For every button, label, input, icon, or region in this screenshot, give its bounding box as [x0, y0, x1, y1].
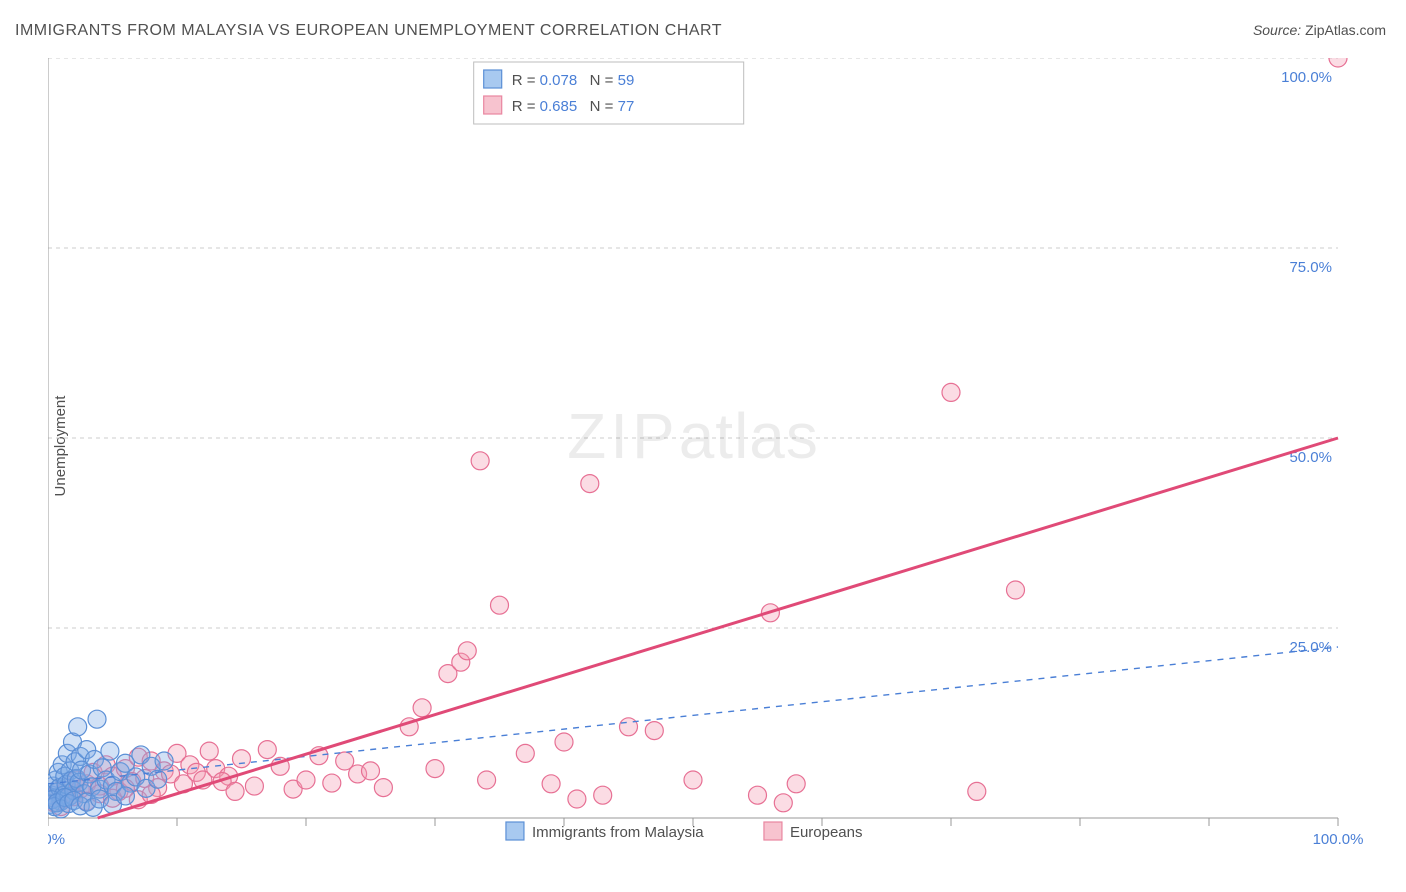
trend-line [48, 647, 1338, 784]
scatter-point-europeans [200, 742, 218, 760]
scatter-point-europeans [226, 782, 244, 800]
scatter-point-malaysia [69, 718, 87, 736]
source-value: ZipAtlas.com [1305, 22, 1386, 38]
y-tick-label: 25.0% [1289, 639, 1332, 656]
legend-swatch [484, 96, 502, 114]
scatter-point-europeans [968, 782, 986, 800]
y-tick-label: 100.0% [1281, 69, 1332, 86]
series-legend-swatch [506, 822, 524, 840]
scatter-point-europeans [645, 722, 663, 740]
legend-stat-row: R = 0.078 N = 59 [512, 72, 635, 89]
scatter-point-europeans [774, 794, 792, 812]
scatter-point-europeans [749, 786, 767, 804]
scatter-point-europeans [323, 774, 341, 792]
scatter-point-europeans [684, 771, 702, 789]
scatter-point-malaysia [88, 710, 106, 728]
scatter-point-malaysia [149, 770, 167, 788]
scatter-point-europeans [568, 790, 586, 808]
series-legend-swatch [764, 822, 782, 840]
y-tick-label: 75.0% [1289, 259, 1332, 276]
x-tick-label: 0.0% [48, 831, 65, 848]
scatter-point-europeans [542, 775, 560, 793]
scatter-point-europeans [491, 596, 509, 614]
scatter-point-europeans [258, 741, 276, 759]
scatter-point-europeans [787, 775, 805, 793]
chart-container: 25.0%50.0%75.0%100.0%0.0%100.0%ZIPatlasR… [48, 58, 1368, 848]
scatter-point-europeans [516, 744, 534, 762]
series-legend-label: Immigrants from Malaysia [532, 824, 704, 841]
scatter-point-europeans [245, 777, 263, 795]
scatter-point-malaysia [116, 787, 134, 805]
legend-stat-row: R = 0.685 N = 77 [512, 98, 635, 115]
scatter-point-europeans [471, 452, 489, 470]
chart-title: IMMIGRANTS FROM MALAYSIA VS EUROPEAN UNE… [15, 22, 722, 40]
scatter-point-malaysia [101, 742, 119, 760]
watermark: ZIPatlas [567, 400, 819, 472]
scatter-point-europeans [233, 750, 251, 768]
series-legend-label: Europeans [790, 824, 863, 841]
scatter-point-europeans [413, 699, 431, 717]
scatter-point-europeans [1007, 581, 1025, 599]
scatter-point-europeans [374, 779, 392, 797]
scatter-chart: 25.0%50.0%75.0%100.0%0.0%100.0%ZIPatlasR… [48, 58, 1368, 848]
legend-swatch [484, 70, 502, 88]
scatter-point-europeans [1329, 58, 1347, 67]
scatter-point-europeans [458, 642, 476, 660]
scatter-point-malaysia [155, 752, 173, 770]
scatter-point-europeans [594, 786, 612, 804]
scatter-point-europeans [555, 733, 573, 751]
scatter-point-europeans [297, 771, 315, 789]
source-label: Source: [1253, 22, 1301, 38]
scatter-point-europeans [620, 718, 638, 736]
scatter-point-europeans [426, 760, 444, 778]
scatter-point-europeans [362, 762, 380, 780]
source-attribution: Source: ZipAtlas.com [1253, 22, 1386, 38]
x-tick-label: 100.0% [1313, 831, 1364, 848]
scatter-point-europeans [478, 771, 496, 789]
scatter-point-europeans [942, 383, 960, 401]
scatter-point-europeans [581, 475, 599, 493]
